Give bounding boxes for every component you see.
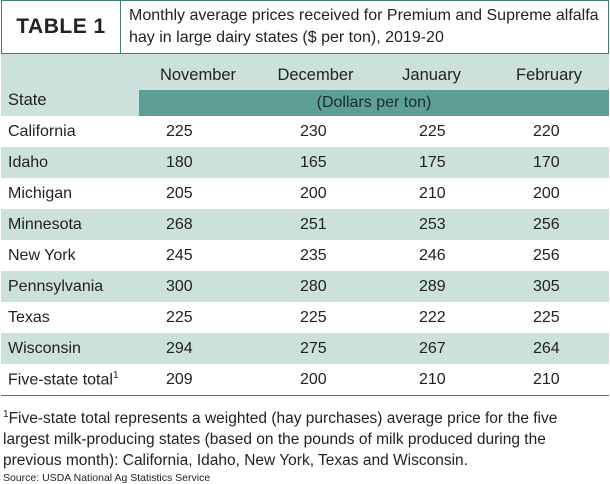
- price-cell: 210: [374, 364, 489, 396]
- state-cell: Five-state total1: [1, 364, 139, 396]
- price-cell: 246: [374, 240, 489, 271]
- price-cell: 225: [139, 116, 257, 147]
- state-cell: Texas: [1, 302, 139, 333]
- price-cell: 225: [257, 302, 374, 333]
- footnote-text: Five-state total represents a weighted (…: [3, 410, 558, 470]
- table-row: Pennsylvania 300 280 289 305: [1, 271, 609, 302]
- source-line: Source: USDA National Ag Statistics Serv…: [3, 472, 211, 484]
- price-cell: 264: [489, 333, 609, 364]
- price-cell: 275: [257, 333, 374, 364]
- table-body: California 225 230 225 220 Idaho 180 165 175 170 M…: [1, 116, 609, 396]
- price-cell: 280: [257, 271, 374, 302]
- footnote-ref: 1: [112, 369, 119, 381]
- price-cell: 200: [257, 364, 374, 396]
- state-cell: California: [1, 116, 139, 147]
- state-name: Michigan: [8, 184, 73, 202]
- column-header-month: December: [257, 54, 374, 90]
- unit-label: (Dollars per ton): [139, 90, 609, 116]
- state-cell: Wisconsin: [1, 333, 139, 364]
- state-cell: Michigan: [1, 178, 139, 209]
- price-cell: 235: [257, 240, 374, 271]
- price-cell: 268: [139, 209, 257, 240]
- table-number: TABLE 1: [2, 1, 121, 53]
- footnote-marker: 1: [3, 409, 9, 420]
- column-header-month: January: [374, 54, 489, 90]
- state-name: Wisconsin: [8, 339, 81, 357]
- price-cell: 210: [374, 178, 489, 209]
- price-cell: 294: [139, 333, 257, 364]
- state-name: California: [8, 122, 76, 140]
- footnote: 1Five-state total represents a weighted …: [3, 404, 607, 471]
- state-name: Five-state total: [8, 371, 113, 389]
- price-cell: 200: [489, 178, 609, 209]
- price-cell: 256: [489, 209, 609, 240]
- price-cell: 256: [489, 240, 609, 271]
- price-cell: 289: [374, 271, 489, 302]
- state-name: New York: [8, 246, 76, 264]
- price-cell: 205: [139, 178, 257, 209]
- column-header-month: November: [139, 54, 257, 90]
- table-row: Michigan 205 200 210 200: [1, 178, 609, 209]
- state-cell: Minnesota: [1, 209, 139, 240]
- price-cell: 245: [139, 240, 257, 271]
- column-header-state: State: [1, 54, 139, 116]
- state-cell: Pennsylvania: [1, 271, 139, 302]
- price-cell: 200: [257, 178, 374, 209]
- table-row: Five-state total1 209 200 210 210: [1, 364, 609, 396]
- table-row: Texas 225 225 222 225: [1, 302, 609, 333]
- price-cell: 222: [374, 302, 489, 333]
- price-cell: 225: [139, 302, 257, 333]
- price-cell: 170: [489, 147, 609, 178]
- table-row: Idaho 180 165 175 170: [1, 147, 609, 178]
- state-cell: New York: [1, 240, 139, 271]
- table-row: New York 245 235 246 256: [1, 240, 609, 271]
- price-cell: 220: [489, 116, 609, 147]
- state-name: Pennsylvania: [8, 277, 104, 295]
- price-cell: 267: [374, 333, 489, 364]
- price-cell: 180: [139, 147, 257, 178]
- price-cell: 210: [489, 364, 609, 396]
- price-cell: 209: [139, 364, 257, 396]
- table-row: Minnesota 268 251 253 256: [1, 209, 609, 240]
- state-name: Minnesota: [8, 215, 82, 233]
- state-cell: Idaho: [1, 147, 139, 178]
- state-name: Idaho: [8, 153, 49, 171]
- price-table: State November December January February…: [1, 54, 609, 396]
- price-cell: 305: [489, 271, 609, 302]
- price-cell: 253: [374, 209, 489, 240]
- price-cell: 225: [489, 302, 609, 333]
- price-cell: 230: [257, 116, 374, 147]
- price-cell: 300: [139, 271, 257, 302]
- table-caption: Monthly average prices received for Prem…: [129, 7, 599, 46]
- price-cell: 175: [374, 147, 489, 178]
- table-row: Wisconsin 294 275 267 264: [1, 333, 609, 364]
- price-cell: 225: [374, 116, 489, 147]
- title-bar: TABLE 1 Monthly average prices received …: [1, 0, 609, 54]
- unit-row: (Dollars per ton): [1, 90, 609, 116]
- table-row: California 225 230 225 220: [1, 116, 609, 147]
- state-name: Texas: [8, 308, 50, 326]
- price-cell: 251: [257, 209, 374, 240]
- price-cell: 165: [257, 147, 374, 178]
- header-row: State November December January February: [1, 54, 609, 116]
- column-header-month: February: [489, 54, 609, 90]
